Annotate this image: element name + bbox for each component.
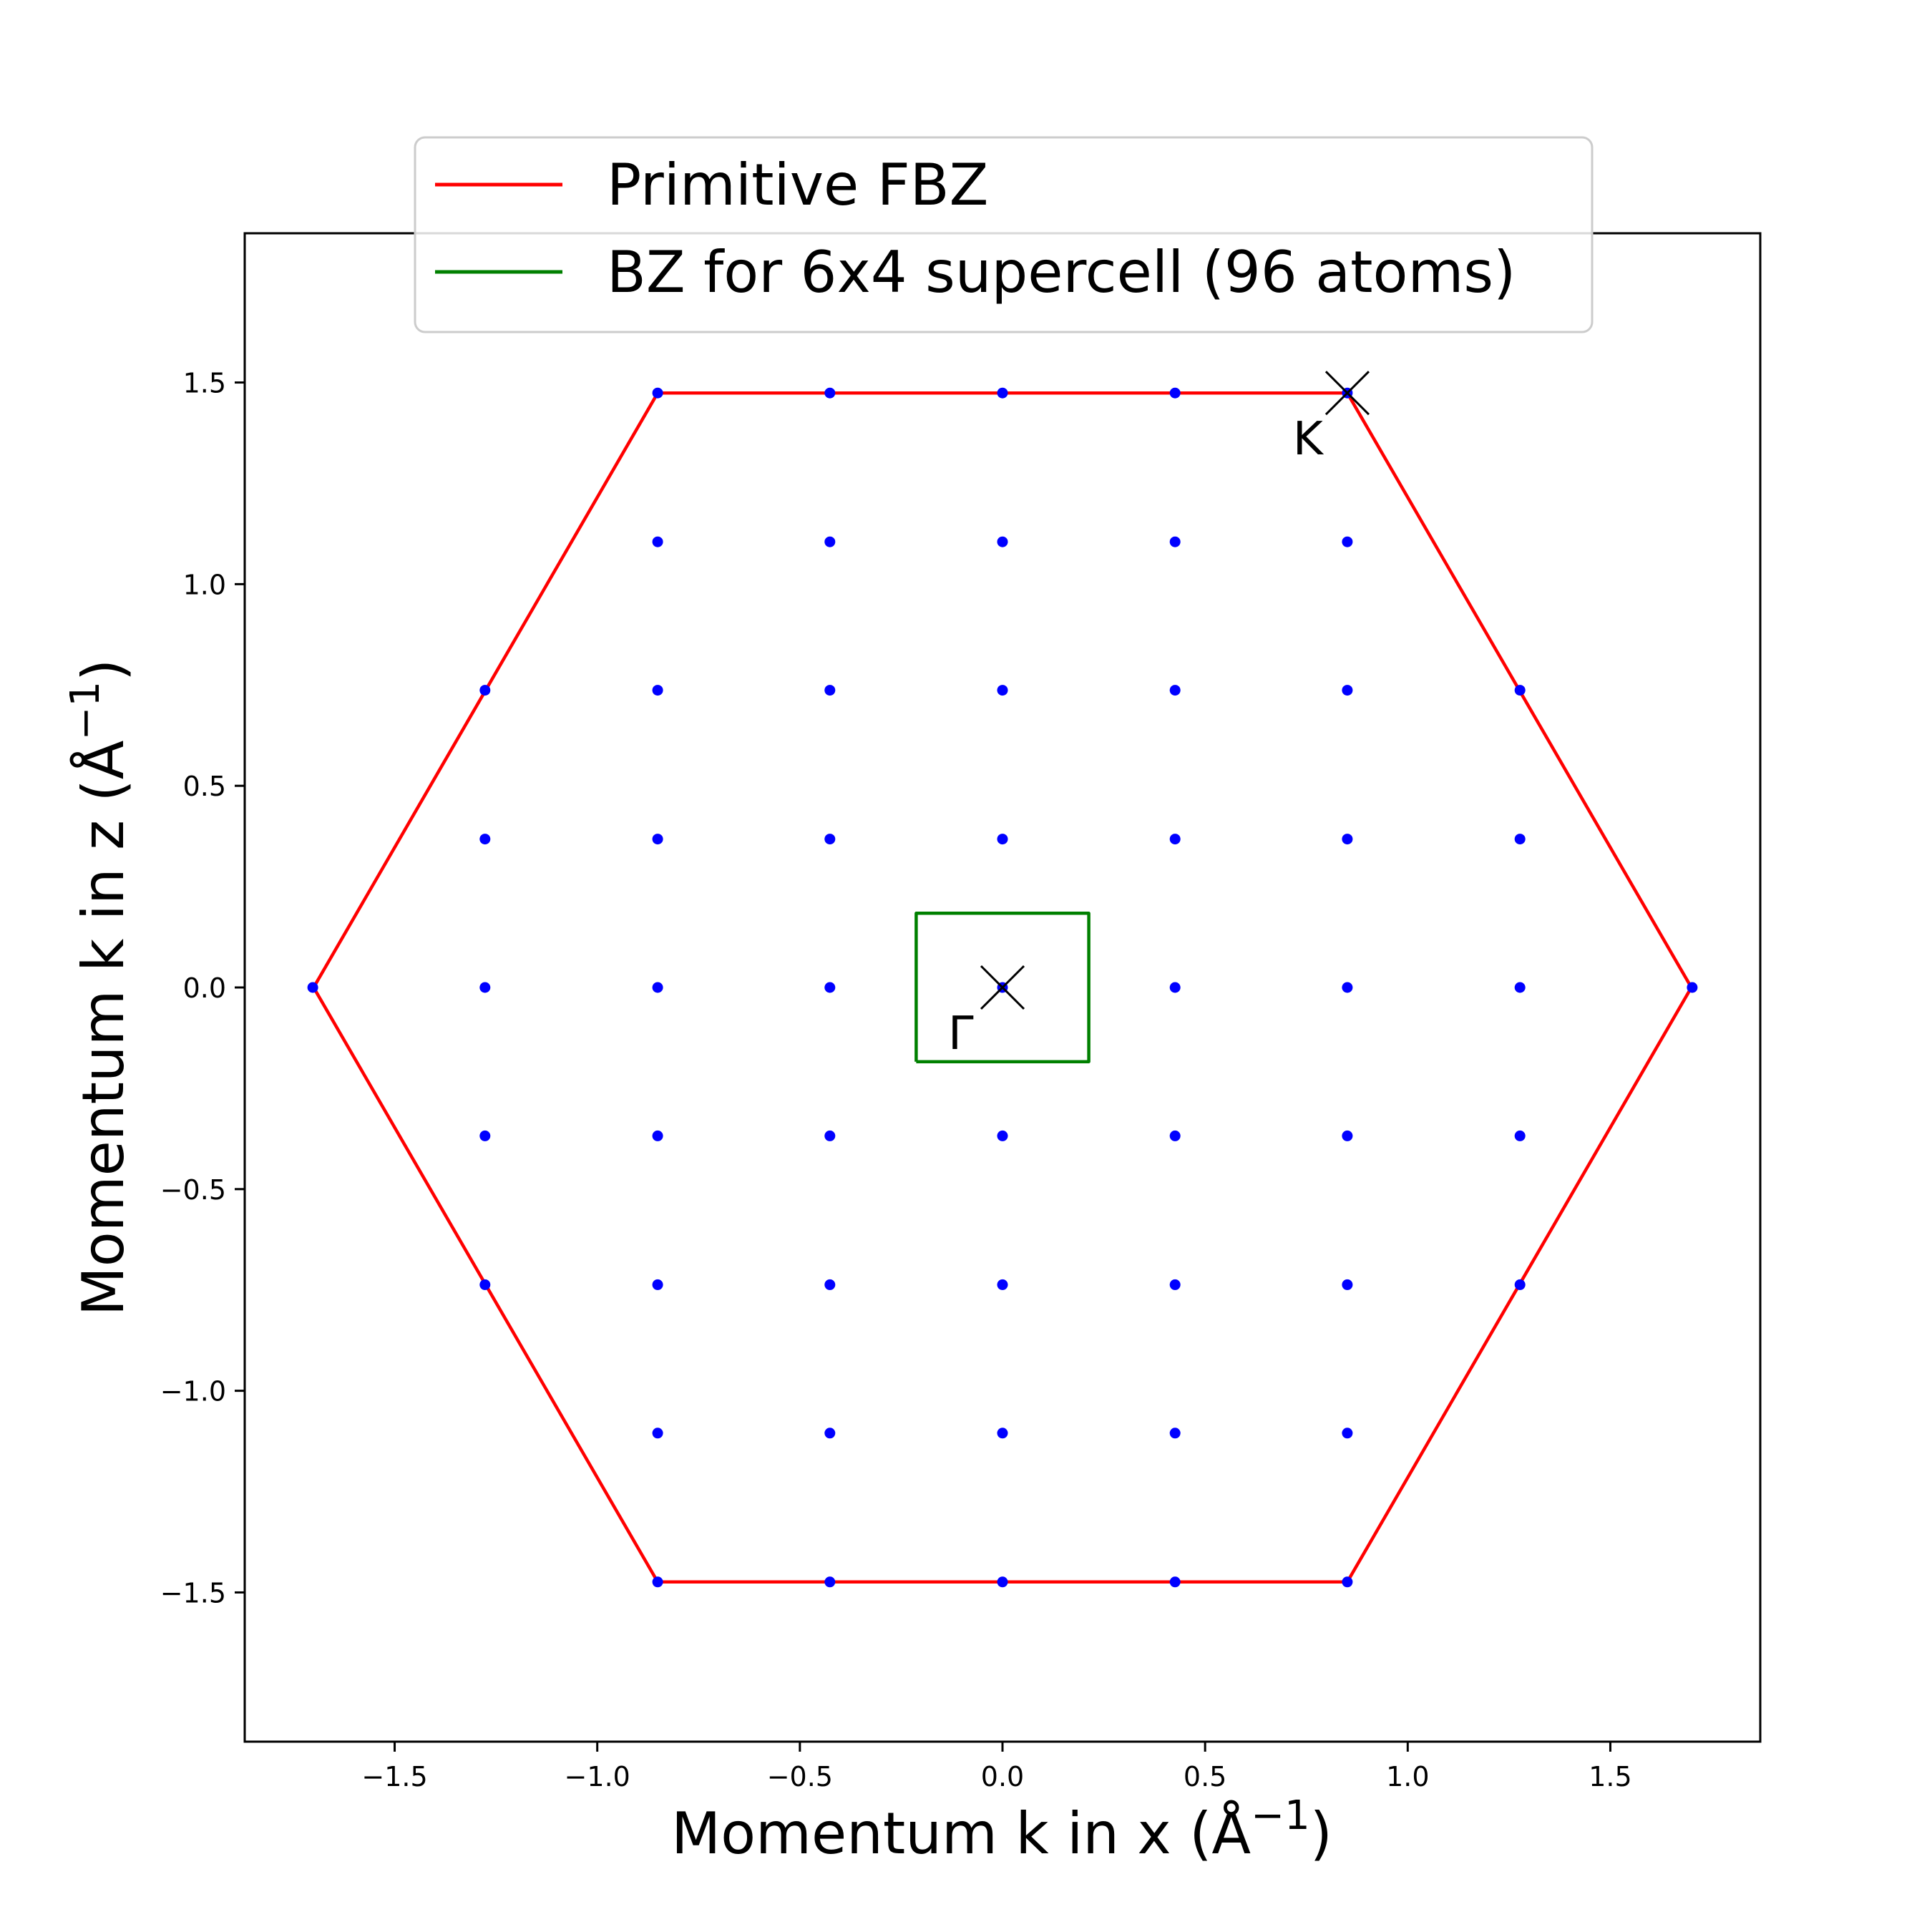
- point-label: K: [1293, 413, 1324, 466]
- k-point: [997, 387, 1008, 399]
- k-point: [824, 1279, 836, 1290]
- k-point: [1514, 685, 1526, 696]
- k-point: [1169, 387, 1181, 399]
- k-point: [479, 685, 491, 696]
- k-point: [652, 1130, 663, 1141]
- k-point: [824, 685, 836, 696]
- k-point: [824, 982, 836, 993]
- x-tick-label: −0.5: [767, 1761, 833, 1792]
- k-point: [307, 982, 318, 993]
- k-point: [479, 982, 491, 993]
- x-tick-label: −1.0: [565, 1761, 630, 1792]
- k-point: [824, 1576, 836, 1588]
- k-point: [1342, 1279, 1353, 1290]
- plot-layer: KΓ: [307, 371, 1698, 1588]
- k-point: [1514, 982, 1526, 993]
- x-axis-label-exponent: −1: [1251, 1792, 1310, 1839]
- k-point: [824, 834, 836, 845]
- k-point: [1169, 1428, 1181, 1439]
- k-point: [1342, 1130, 1353, 1141]
- k-point: [1342, 685, 1353, 696]
- k-point: [1169, 982, 1181, 993]
- k-point: [1169, 1576, 1181, 1588]
- k-point: [652, 1428, 663, 1439]
- supercell-bz-rectangle: [914, 912, 1091, 1063]
- y-tick-label: 0.0: [183, 972, 226, 1004]
- high-symmetry-point: Γ: [948, 965, 1025, 1060]
- x-axis-label-text: Momentum k in x (Å: [671, 1800, 1251, 1867]
- k-point: [997, 1576, 1008, 1588]
- x-tick-label: 0.0: [981, 1761, 1024, 1792]
- y-axis-ticks: −1.5 −1.0 −0.5 0.0 0.5 1.0 1.5: [160, 368, 245, 1609]
- k-point: [997, 536, 1008, 547]
- y-axis-label: Momentum k in z (Å−1): [62, 659, 137, 1317]
- k-point: [1342, 536, 1353, 547]
- k-point: [997, 1130, 1008, 1141]
- k-point: [1169, 536, 1181, 547]
- k-point: [1514, 1279, 1526, 1290]
- legend-label-supercell-bz: BZ for 6x4 supercell (96 atoms): [607, 239, 1516, 306]
- y-tick-label: −1.0: [160, 1376, 226, 1407]
- legend-label-primitive-fbz: Primitive FBZ: [607, 152, 988, 218]
- k-point: [997, 1279, 1008, 1290]
- k-point: [1342, 834, 1353, 845]
- k-point: [824, 536, 836, 547]
- k-point: [1169, 685, 1181, 696]
- y-axis-label-text: Momentum k in z (Å: [69, 740, 137, 1316]
- k-point: [479, 1130, 491, 1141]
- x-axis-label: Momentum k in x (Å−1): [671, 1792, 1332, 1867]
- k-point: [1342, 982, 1353, 993]
- k-point: [652, 536, 663, 547]
- y-tick-label: −0.5: [160, 1174, 226, 1206]
- k-point: [824, 387, 836, 399]
- k-point: [1169, 1279, 1181, 1290]
- k-point: [652, 834, 663, 845]
- y-tick-label: 1.5: [183, 368, 226, 399]
- legend: Primitive FBZ BZ for 6x4 supercell (96 a…: [414, 136, 1594, 333]
- k-point: [479, 834, 491, 845]
- k-point: [1514, 834, 1526, 845]
- k-point: [997, 1428, 1008, 1439]
- y-axis-label-exponent: −1: [62, 681, 109, 741]
- point-label: Γ: [948, 1008, 974, 1060]
- k-point: [1169, 834, 1181, 845]
- high-symmetry-point: K: [1293, 371, 1370, 466]
- k-point: [824, 1428, 836, 1439]
- k-point: [652, 982, 663, 993]
- x-axis-label-close: ): [1310, 1800, 1332, 1867]
- k-point: [997, 685, 1008, 696]
- k-point: [652, 685, 663, 696]
- k-point: [1342, 1428, 1353, 1439]
- x-tick-label: 1.0: [1386, 1761, 1429, 1792]
- x-tick-label: −1.5: [361, 1761, 427, 1792]
- y-tick-label: 0.5: [183, 771, 226, 802]
- legend-frame: [414, 136, 1594, 333]
- x-axis-ticks: −1.5 −1.0 −0.5 0.0 0.5 1.0 1.5: [361, 1742, 1632, 1792]
- k-point: [652, 387, 663, 399]
- x-tick-label: 1.5: [1589, 1761, 1631, 1792]
- k-point: [824, 1130, 836, 1141]
- k-point: [997, 834, 1008, 845]
- k-point: [1687, 982, 1698, 993]
- k-point: [652, 1576, 663, 1588]
- k-point: [652, 1279, 663, 1290]
- y-tick-label: −1.5: [160, 1577, 226, 1609]
- y-axis-label-close: ): [70, 659, 137, 681]
- k-point: [1342, 1576, 1353, 1588]
- k-point: [1169, 1130, 1181, 1141]
- x-marker: [980, 965, 1025, 1010]
- y-tick-label: 1.0: [183, 569, 226, 600]
- x-marker: [1324, 371, 1370, 416]
- x-tick-label: 0.5: [1184, 1761, 1226, 1792]
- k-point: [479, 1279, 491, 1290]
- k-point: [1514, 1130, 1526, 1141]
